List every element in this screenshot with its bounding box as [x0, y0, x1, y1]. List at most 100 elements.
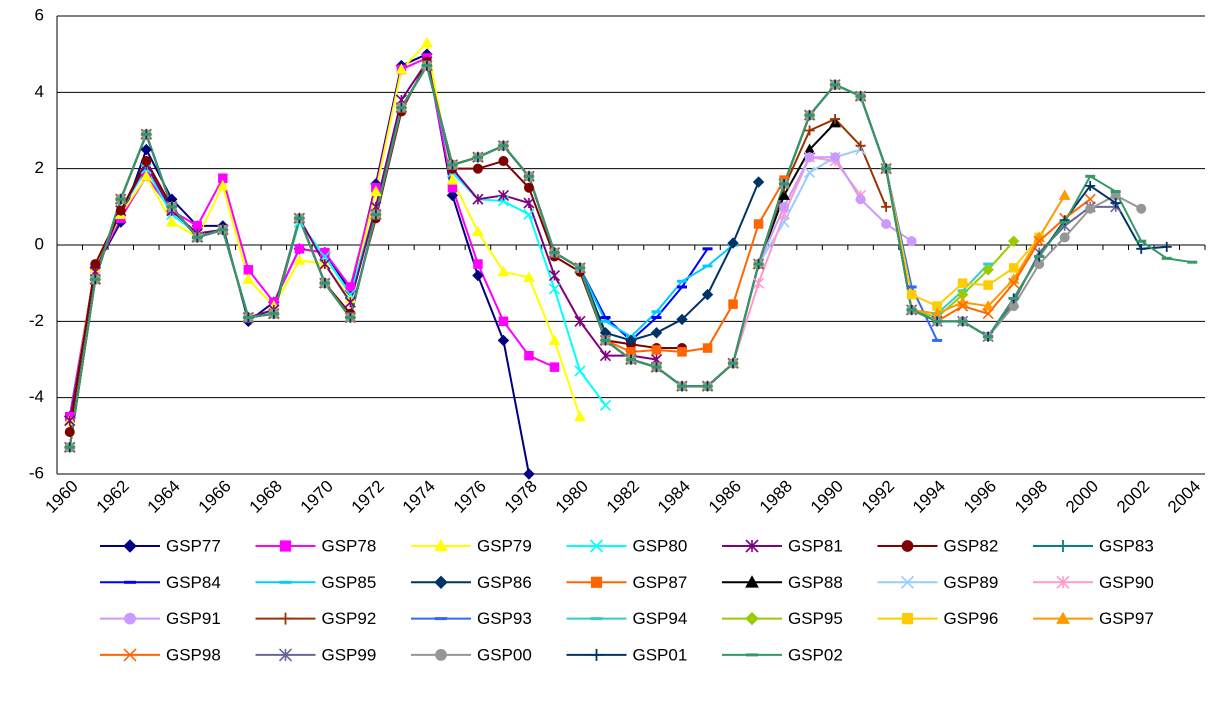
- x-tick-label: 1962: [93, 477, 133, 517]
- legend-label: GSP84: [166, 573, 221, 592]
- point-marker: [728, 299, 738, 309]
- legend-label: GSP86: [477, 573, 532, 592]
- legend-marker: [435, 649, 447, 661]
- point-marker: [242, 273, 255, 284]
- y-tick-label: 6: [35, 5, 44, 24]
- point-marker: [677, 347, 687, 357]
- legend-label: GSP78: [322, 536, 377, 555]
- point-marker: [64, 415, 76, 427]
- legend-marker: [590, 648, 603, 661]
- series-line: [68, 63, 861, 448]
- point-marker: [574, 365, 586, 377]
- x-tick-label: 1970: [297, 477, 337, 517]
- point-marker: [779, 201, 790, 212]
- legend-label: GSP91: [166, 609, 221, 628]
- point-marker: [804, 166, 816, 179]
- legend-label: GSP85: [322, 573, 377, 592]
- legend-label: GSP77: [166, 536, 221, 555]
- legend-label: GSP80: [633, 536, 688, 555]
- legend-label: GSP79: [477, 536, 532, 555]
- point-marker: [319, 258, 331, 270]
- point-marker: [523, 208, 535, 221]
- point-marker: [524, 350, 534, 361]
- point-marker: [599, 399, 612, 411]
- point-marker: [957, 278, 968, 288]
- point-marker: [957, 300, 969, 312]
- series-line: [68, 40, 581, 421]
- legend-marker: [279, 612, 292, 625]
- legend-label: GSP00: [477, 645, 532, 664]
- point-marker: [395, 63, 408, 74]
- legend-marker: [589, 539, 604, 553]
- legend-marker: [434, 575, 448, 590]
- series-line: [68, 63, 1167, 448]
- point-marker: [752, 176, 765, 188]
- x-tick-label: 2000: [1062, 477, 1102, 517]
- point-marker: [548, 283, 561, 295]
- point-marker: [982, 264, 994, 276]
- point-marker: [523, 271, 535, 282]
- x-tick-label: 1976: [450, 477, 490, 517]
- point-marker: [523, 182, 534, 193]
- point-marker: [804, 125, 815, 136]
- point-marker: [1085, 180, 1096, 191]
- point-marker: [472, 225, 484, 237]
- x-tick-label: 1996: [960, 477, 1000, 517]
- legend-label: GSP88: [788, 573, 843, 592]
- x-tick-label: 1992: [858, 477, 898, 517]
- legend-label: GSP94: [633, 609, 688, 628]
- point-marker: [1008, 263, 1019, 273]
- legend-label: GSP93: [477, 609, 532, 628]
- legend-label: GSP82: [944, 536, 999, 555]
- series-line: [68, 59, 607, 421]
- series-line: [68, 63, 862, 448]
- y-tick-label: 4: [35, 82, 44, 101]
- point-marker: [498, 316, 509, 327]
- point-marker: [982, 300, 995, 311]
- point-marker: [294, 244, 305, 254]
- point-marker: [753, 219, 764, 229]
- point-marker: [523, 197, 535, 209]
- series-line: [68, 63, 1015, 448]
- point-marker: [141, 156, 152, 167]
- point-marker: [345, 282, 356, 292]
- point-marker: [1136, 243, 1147, 254]
- series-line: [68, 63, 734, 448]
- legend-label: GSP02: [788, 645, 843, 664]
- point-marker: [830, 152, 841, 163]
- legend-marker: [434, 538, 448, 552]
- point-marker: [906, 236, 917, 247]
- legend-label: GSP98: [166, 645, 221, 664]
- point-marker: [778, 189, 790, 200]
- series-line: [68, 63, 989, 448]
- y-tick-label: 0: [35, 234, 44, 253]
- legend-marker: [123, 539, 137, 553]
- point-marker: [344, 296, 356, 308]
- point-marker: [701, 288, 714, 301]
- point-marker: [90, 259, 101, 270]
- legend-label: GSP87: [633, 573, 688, 592]
- series-line: [68, 58, 683, 433]
- x-tick-label: 1974: [399, 477, 439, 517]
- x-tick-label: 1984: [654, 477, 694, 517]
- x-tick-label: 2002: [1113, 477, 1153, 517]
- point-marker: [497, 334, 510, 347]
- point-marker: [472, 193, 484, 205]
- point-marker: [497, 265, 510, 277]
- x-tick-label: 1966: [195, 477, 235, 517]
- legend-label: GSP01: [633, 645, 688, 664]
- point-marker: [293, 254, 306, 265]
- legend-label: GSP83: [1099, 536, 1154, 555]
- legend-label: GSP99: [322, 645, 377, 664]
- point-marker: [1008, 277, 1020, 289]
- legend-marker: [278, 648, 293, 662]
- point-marker: [165, 216, 178, 227]
- x-tick-label: 1982: [603, 477, 643, 517]
- point-marker: [1033, 235, 1045, 247]
- point-marker: [983, 280, 993, 290]
- x-tick-label: 1972: [348, 477, 388, 517]
- legend-marker: [1056, 611, 1070, 624]
- point-marker: [676, 313, 688, 326]
- series-line: [68, 63, 734, 448]
- point-marker: [549, 362, 560, 372]
